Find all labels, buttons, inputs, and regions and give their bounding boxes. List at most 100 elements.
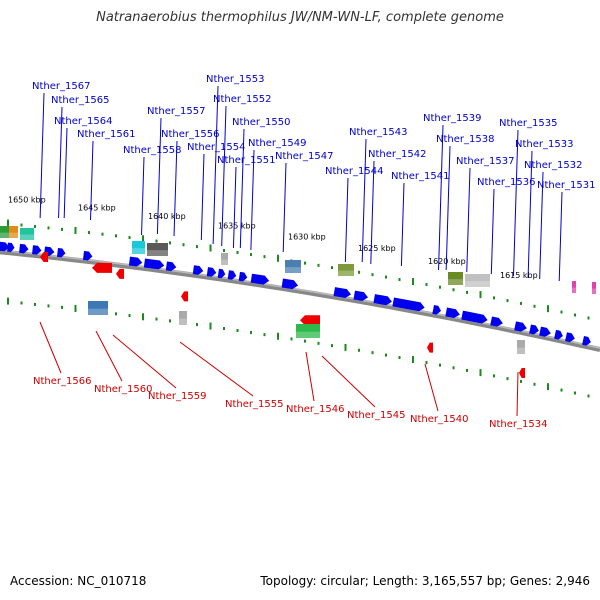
tick-mark-upper xyxy=(425,283,428,287)
forward-gene-arrow xyxy=(206,267,217,277)
tick-mark-lower xyxy=(34,302,36,306)
forward-gene-arrow xyxy=(565,332,575,343)
forward-leader-line xyxy=(361,138,367,263)
tick-mark-upper xyxy=(169,241,171,245)
tick-mark-lower xyxy=(466,368,468,372)
tick-mark-lower xyxy=(317,341,320,345)
tick-mark-lower xyxy=(533,382,536,386)
genome-title: Natranaerobius thermophilus JW/NM-WN-LF,… xyxy=(96,10,504,25)
forward-gene-arrow xyxy=(82,250,93,261)
forward-gene-label: Nther_1550 xyxy=(232,117,290,128)
forward-gene-label: Nther_1541 xyxy=(391,171,449,182)
tick-mark-lower xyxy=(425,361,428,365)
scale-label: 1650 kbp xyxy=(8,196,46,205)
forward-gene-arrow xyxy=(227,270,237,280)
scale-label: 1645 kbp xyxy=(78,203,116,212)
forward-leader-line xyxy=(344,177,349,263)
forward-gene-label: Nther_1547 xyxy=(275,151,333,162)
forward-gene-arrow xyxy=(32,245,42,255)
forward-gene-label: Nther_1567 xyxy=(32,81,90,92)
tick-mark-lower xyxy=(155,317,158,321)
tick-mark-upper xyxy=(547,305,549,313)
forward-leader-line xyxy=(90,140,94,221)
tick-mark-upper xyxy=(304,261,306,265)
feature-block xyxy=(0,226,9,238)
tick-mark-upper xyxy=(182,243,185,247)
reverse-gene-label: Nther_1545 xyxy=(347,410,405,421)
tick-mark-lower xyxy=(331,344,333,348)
feature-block-shade xyxy=(285,267,301,273)
forward-leader-line xyxy=(527,150,533,279)
reverse-gene-arrow xyxy=(519,368,525,379)
reverse-gene-arrow xyxy=(427,342,433,353)
reverse-gene-arrow xyxy=(181,291,188,302)
tick-mark-upper xyxy=(560,310,563,314)
forward-leader-line xyxy=(200,153,205,241)
tick-mark-upper xyxy=(533,304,536,308)
tick-mark-lower xyxy=(74,304,77,312)
forward-gene-arrow xyxy=(19,243,29,254)
tick-mark-lower xyxy=(115,312,117,316)
tick-mark-lower xyxy=(169,319,171,323)
tick-mark-upper xyxy=(587,316,590,320)
forward-gene-label: Nther_1544 xyxy=(325,166,383,177)
forward-gene-arrow xyxy=(281,278,299,290)
tick-mark-upper xyxy=(209,244,212,252)
forward-leader-line xyxy=(239,128,245,249)
feature-block-shade xyxy=(0,232,9,238)
forward-leader-line xyxy=(141,156,145,236)
tick-mark-upper xyxy=(250,253,252,257)
tick-mark-upper xyxy=(20,223,23,227)
tick-mark-upper xyxy=(506,299,509,303)
forward-gene-label: Nther_1565 xyxy=(51,95,109,106)
reverse-leader-line xyxy=(39,321,62,374)
tick-mark-lower xyxy=(223,327,225,331)
reverse-leader-line xyxy=(305,351,315,402)
forward-gene-label: Nther_1542 xyxy=(368,149,426,160)
tick-mark-upper xyxy=(128,236,131,240)
topology-summary: Topology: circular; Length: 3,165,557 bp… xyxy=(260,574,590,588)
scale-label: 1630 kbp xyxy=(288,232,326,241)
forward-leader-line xyxy=(466,167,471,273)
feature-block xyxy=(147,243,168,256)
tick-mark-lower xyxy=(142,313,144,321)
forward-gene-label: Nther_1551 xyxy=(217,155,275,166)
scale-labels: 1650 kbp 1645 kbp 1640 kbp 1635 kbp 1630 kbp… xyxy=(8,196,538,280)
forward-gene-label: Nther_1561 xyxy=(77,129,135,140)
forward-gene-arrow xyxy=(217,268,226,279)
forward-gene-label: Nther_1533 xyxy=(515,139,573,150)
tick-mark-upper xyxy=(574,313,576,317)
reverse-leader-line xyxy=(516,371,519,417)
forward-gene-arrow xyxy=(250,273,270,285)
forward-gene-arrow xyxy=(392,297,425,312)
feature-block-shade xyxy=(465,281,490,287)
reverse-gene-label: Nther_1534 xyxy=(489,419,547,430)
tick-mark-upper xyxy=(466,290,468,294)
tick-mark-upper xyxy=(371,273,374,277)
tick-mark-upper xyxy=(7,219,9,227)
tick-mark-lower xyxy=(20,301,23,305)
tick-mark-lower xyxy=(398,356,401,360)
feature-block xyxy=(9,226,18,238)
tick-mark-lower xyxy=(344,343,347,351)
reverse-gene-arrow xyxy=(92,262,112,273)
forward-leader-line xyxy=(173,140,178,237)
tick-mark-upper xyxy=(520,301,522,305)
forward-gene-arrow xyxy=(514,321,527,332)
feature-block-shade xyxy=(88,308,108,315)
tick-mark-upper xyxy=(452,288,455,292)
tick-mark-lower xyxy=(385,353,387,357)
tick-mark-lower xyxy=(61,305,63,309)
forward-gene-arrow xyxy=(432,305,442,315)
forward-gene-arrow xyxy=(238,271,248,282)
tick-mark-lower xyxy=(479,369,482,377)
tick-mark-upper xyxy=(34,224,36,228)
scale-label: 1635 kbp xyxy=(218,222,256,231)
tick-mark-upper xyxy=(398,278,401,282)
forward-leader-line xyxy=(232,166,237,249)
tick-mark-upper xyxy=(142,235,144,243)
forward-gene-arrow xyxy=(554,329,563,340)
tick-mark-upper xyxy=(88,231,90,235)
feature-block xyxy=(448,272,463,285)
